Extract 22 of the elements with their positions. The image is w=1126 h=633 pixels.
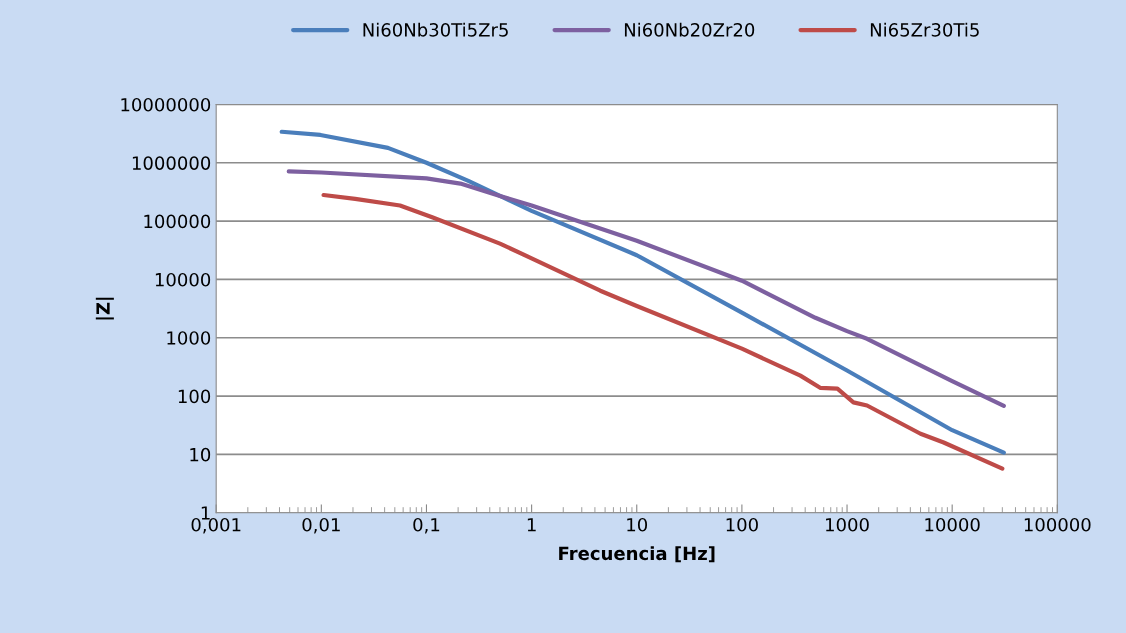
- x-tick-label: 100000: [1024, 517, 1091, 532]
- x-tick-label: 0,1: [413, 517, 440, 534]
- y-axis-title: |Z|: [95, 297, 114, 320]
- y-tick-label: 100: [178, 389, 211, 404]
- legend-label: Ni65Zr30Ti5: [870, 22, 979, 37]
- y-tick-label: 100000: [144, 214, 211, 229]
- x-tick-label: 10000: [925, 517, 980, 532]
- legend-label: Ni60Nb30Ti5Zr5: [363, 22, 508, 37]
- y-tick-label: 1: [201, 506, 210, 520]
- y-tick-label: 10000000: [121, 97, 211, 112]
- x-tick-label: 1: [527, 518, 536, 532]
- y-tick-label: 10: [190, 447, 211, 462]
- y-tick-label: 1000: [167, 331, 211, 345]
- x-tick-label: 10: [627, 517, 648, 532]
- legend-label: Ni60Nb20Zr20: [624, 22, 755, 37]
- x-tick-label: 0,01: [302, 517, 340, 534]
- x-tick-label: 100: [726, 517, 758, 532]
- x-tick-label: 0,001: [191, 517, 241, 534]
- x-axis-title: Frecuencia [Hz]: [559, 546, 715, 563]
- y-tick-label: 1000000: [132, 156, 211, 170]
- x-tick-label: 1000: [826, 517, 869, 532]
- y-tick-label: 10000: [155, 272, 211, 287]
